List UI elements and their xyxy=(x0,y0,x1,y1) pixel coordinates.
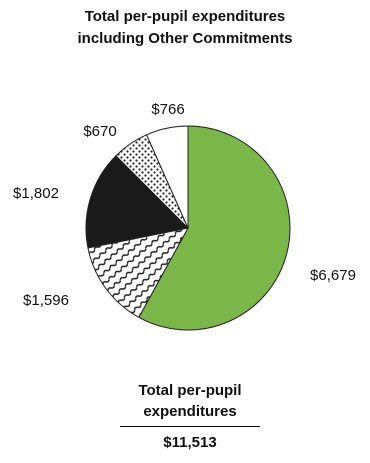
slice-label-0: $6,679 xyxy=(310,267,356,284)
pie-slice-0 xyxy=(138,125,291,331)
slice-label-1: $1,596 xyxy=(23,292,69,309)
total-value: $11,513 xyxy=(163,434,217,451)
total-label-line-2: expenditures xyxy=(143,403,237,420)
slice-label-4: $766 xyxy=(151,101,184,118)
pie-slice-4 xyxy=(145,125,189,229)
total-divider xyxy=(120,426,260,427)
total-block: Total per-pupil expenditures $11,513 xyxy=(110,380,270,453)
chart-title-line-2: including Other Commitments xyxy=(77,30,293,47)
pie-chart: $6,679 $1,596 $1,802 $670 $766 xyxy=(13,101,356,331)
slice-label-2: $1,802 xyxy=(13,185,59,202)
total-label-line-1: Total per-pupil xyxy=(138,382,242,399)
pie-slice-1 xyxy=(87,227,189,319)
slice-label-3: $670 xyxy=(83,123,116,140)
chart-title: Total per-pupil expenditures including O… xyxy=(0,6,370,50)
chart-title-line-1: Total per-pupil expenditures xyxy=(84,8,286,25)
pie-slice-2 xyxy=(85,155,190,249)
